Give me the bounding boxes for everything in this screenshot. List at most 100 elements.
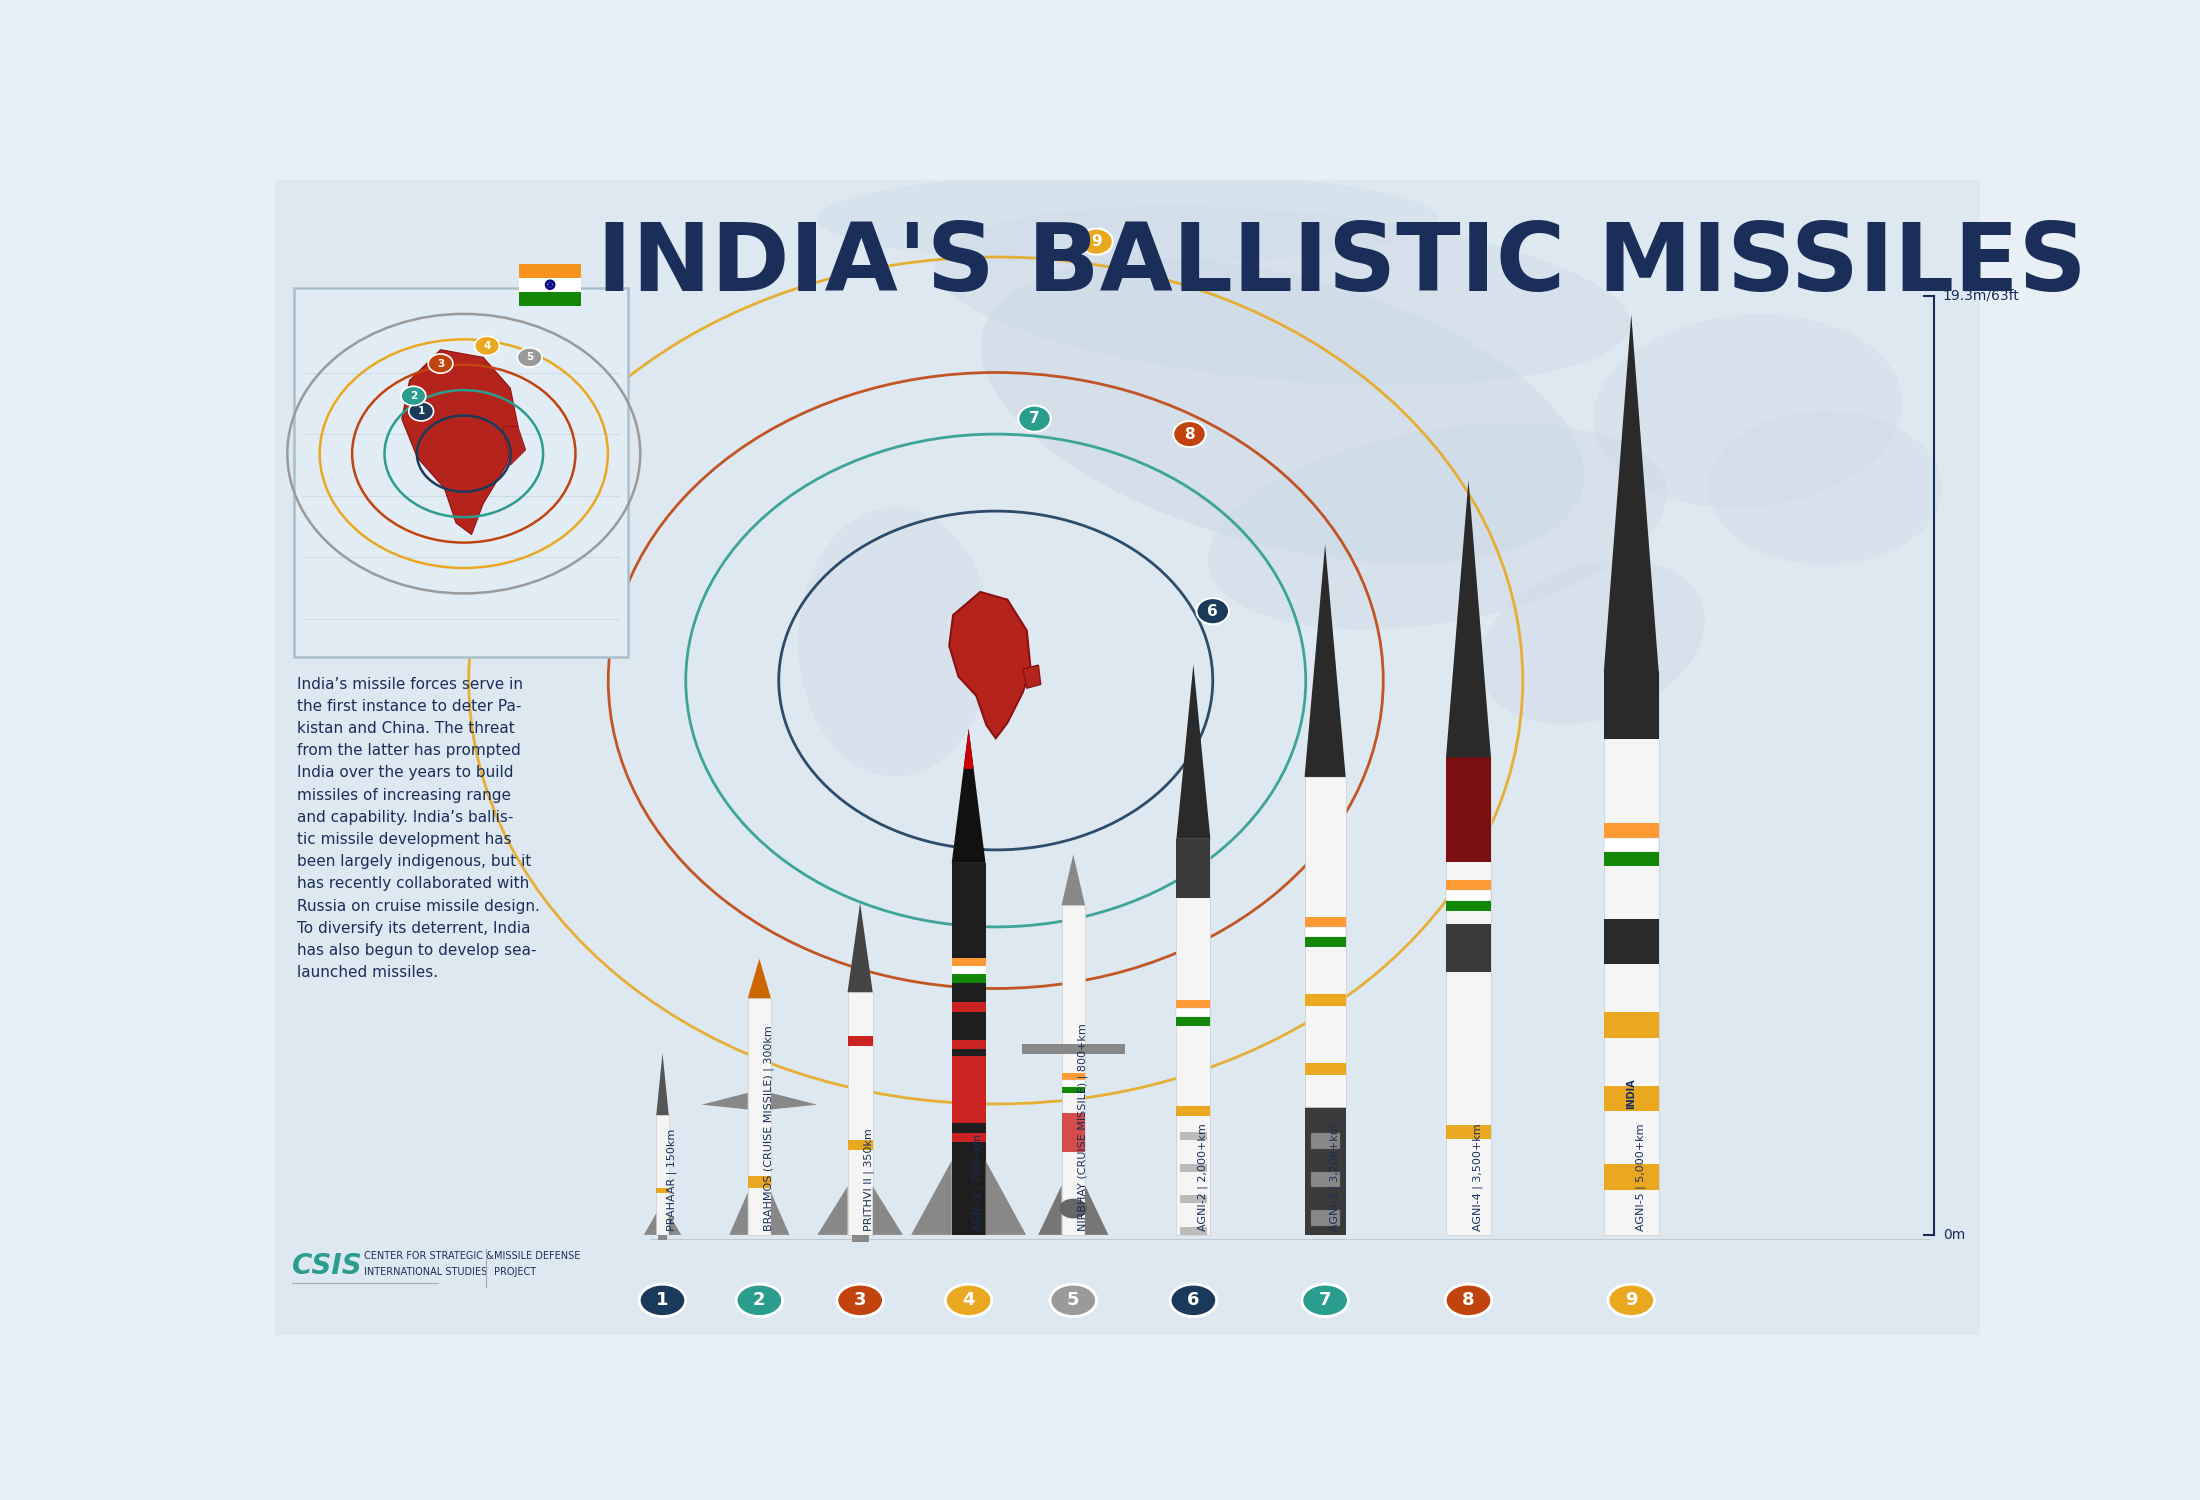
- Bar: [519, 278, 581, 291]
- Bar: [953, 1132, 986, 1142]
- Bar: [1445, 1125, 1492, 1140]
- Text: 2: 2: [409, 392, 418, 400]
- Bar: [1305, 1064, 1346, 1074]
- Text: INTERNATIONAL STUDIES: INTERNATIONAL STUDIES: [365, 1268, 488, 1276]
- Bar: [1445, 758, 1492, 1234]
- Bar: [1063, 1086, 1085, 1094]
- Bar: [1305, 994, 1346, 1006]
- Bar: [658, 1234, 667, 1239]
- Polygon shape: [770, 1094, 816, 1110]
- Bar: [1311, 1134, 1340, 1149]
- Bar: [1604, 824, 1659, 837]
- Polygon shape: [1177, 664, 1210, 839]
- Bar: [1604, 1164, 1659, 1190]
- Polygon shape: [748, 958, 770, 998]
- Bar: [953, 975, 986, 982]
- Bar: [1445, 890, 1492, 900]
- Ellipse shape: [1019, 405, 1052, 432]
- Ellipse shape: [981, 258, 1584, 564]
- Polygon shape: [1038, 1185, 1063, 1234]
- Bar: [519, 291, 581, 306]
- Polygon shape: [948, 592, 1030, 738]
- Polygon shape: [728, 1192, 748, 1234]
- Bar: [1177, 1008, 1210, 1017]
- Bar: [1179, 1227, 1208, 1234]
- Bar: [1445, 758, 1492, 862]
- Text: 5: 5: [1067, 1292, 1080, 1310]
- Text: 1: 1: [656, 1292, 669, 1310]
- Bar: [1177, 999, 1210, 1008]
- FancyBboxPatch shape: [295, 288, 627, 657]
- Bar: [1179, 1132, 1208, 1140]
- Polygon shape: [986, 1161, 1025, 1234]
- Text: 6: 6: [1208, 603, 1219, 618]
- Bar: [1063, 1113, 1085, 1152]
- Ellipse shape: [1173, 422, 1206, 447]
- Text: 8: 8: [1184, 426, 1195, 441]
- Polygon shape: [702, 1094, 748, 1110]
- Bar: [1063, 904, 1085, 1234]
- Ellipse shape: [1080, 228, 1113, 255]
- Bar: [748, 998, 770, 1234]
- Bar: [953, 1095, 986, 1104]
- Polygon shape: [1023, 664, 1041, 688]
- Ellipse shape: [1445, 1284, 1492, 1317]
- Bar: [953, 1056, 986, 1124]
- Bar: [1604, 672, 1659, 740]
- Text: CENTER FOR STRATEGIC &: CENTER FOR STRATEGIC &: [365, 1251, 493, 1262]
- Ellipse shape: [429, 354, 453, 374]
- Bar: [1445, 900, 1492, 910]
- Polygon shape: [669, 1214, 682, 1234]
- Bar: [1311, 1172, 1340, 1188]
- Bar: [656, 1114, 669, 1234]
- Bar: [1604, 672, 1659, 1234]
- Text: PROJECT: PROJECT: [493, 1268, 535, 1276]
- Bar: [953, 862, 986, 1234]
- Ellipse shape: [640, 1284, 686, 1317]
- Bar: [953, 1040, 986, 1048]
- Polygon shape: [403, 350, 517, 534]
- Polygon shape: [873, 1186, 902, 1234]
- Bar: [953, 966, 986, 975]
- Text: NIRBHAY (CRUISE MISSILE) | 800+km: NIRBHAY (CRUISE MISSILE) | 800+km: [1078, 1023, 1087, 1232]
- Text: 4: 4: [961, 1292, 975, 1310]
- Ellipse shape: [409, 402, 433, 422]
- Bar: [1177, 839, 1210, 898]
- Ellipse shape: [946, 1284, 992, 1317]
- Ellipse shape: [517, 348, 541, 368]
- Bar: [1604, 1086, 1659, 1112]
- Text: AGNI-3 | 3,200+km: AGNI-3 | 3,200+km: [1329, 1124, 1340, 1232]
- Text: 9: 9: [1626, 1292, 1637, 1310]
- Text: INDIA: INDIA: [1626, 1078, 1637, 1110]
- Bar: [847, 992, 873, 1234]
- Ellipse shape: [935, 206, 1630, 386]
- Polygon shape: [953, 729, 986, 862]
- Bar: [1179, 1164, 1208, 1172]
- Bar: [1305, 927, 1346, 938]
- Ellipse shape: [1302, 1284, 1349, 1317]
- Polygon shape: [1445, 480, 1492, 758]
- Text: 0m: 0m: [1943, 1228, 1965, 1242]
- Text: CSIS: CSIS: [293, 1251, 361, 1280]
- Text: 4: 4: [484, 340, 491, 351]
- Ellipse shape: [1170, 1284, 1217, 1317]
- Ellipse shape: [799, 507, 992, 777]
- Polygon shape: [818, 1186, 847, 1234]
- Ellipse shape: [1049, 1284, 1096, 1317]
- Bar: [1177, 1106, 1210, 1116]
- Ellipse shape: [1208, 423, 1668, 630]
- Bar: [851, 1234, 869, 1242]
- Text: 7: 7: [1318, 1292, 1331, 1310]
- Text: AGNI-1 | 700+km: AGNI-1 | 700+km: [972, 1134, 983, 1232]
- Bar: [1604, 837, 1659, 852]
- Ellipse shape: [1481, 560, 1705, 724]
- Ellipse shape: [818, 172, 1437, 264]
- Bar: [953, 958, 986, 966]
- Ellipse shape: [1197, 598, 1230, 624]
- Ellipse shape: [475, 336, 499, 356]
- Text: AGNI-5 | 5,000+km: AGNI-5 | 5,000+km: [1635, 1124, 1646, 1232]
- Ellipse shape: [1593, 314, 1903, 509]
- Text: 7: 7: [1030, 411, 1041, 426]
- Bar: [1445, 924, 1492, 972]
- Polygon shape: [502, 426, 526, 465]
